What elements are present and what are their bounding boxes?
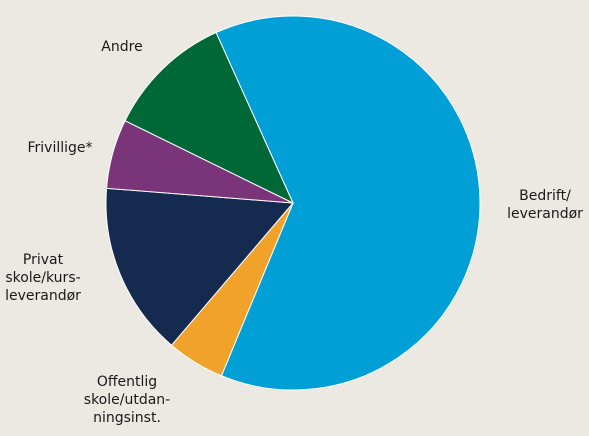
slice-label: Offentlig skole/utdan- ningsinst.: [83, 374, 171, 426]
slice-label: Privat skole/kurs- leverandør: [5, 252, 81, 304]
pie-slice: [105, 187, 295, 346]
slice-label: Bedrift/ leverandør: [507, 188, 583, 222]
pie-slice: [124, 31, 295, 205]
pie-slice: [215, 15, 481, 391]
slice-label: Frivillige*: [27, 140, 93, 156]
slice-label: Andre: [101, 39, 143, 55]
